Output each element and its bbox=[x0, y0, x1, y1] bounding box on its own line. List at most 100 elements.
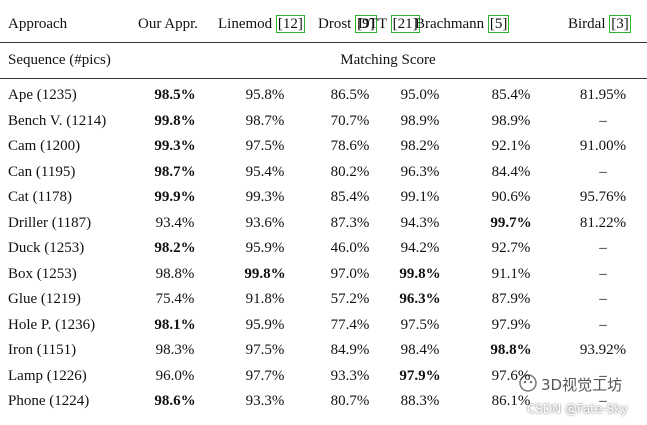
score-cell: 92.7% bbox=[491, 240, 531, 256]
score-cell: 93.4% bbox=[155, 214, 195, 231]
score-cell: – bbox=[599, 393, 607, 409]
score-cell: 99.9% bbox=[154, 189, 196, 205]
sequence-label: Can (1195) bbox=[8, 163, 76, 180]
column-name: Linemod bbox=[218, 16, 273, 32]
score-cell: – bbox=[599, 265, 607, 282]
metric-header: Matching Score bbox=[340, 52, 436, 68]
approach-header: Approach bbox=[8, 16, 68, 32]
score-cell: 91.1% bbox=[491, 265, 531, 282]
score-cell: 98.2% bbox=[400, 138, 440, 154]
sequence-label: Iron (1151) bbox=[8, 342, 77, 358]
score-cell: 81.22% bbox=[579, 214, 627, 231]
score-cell: 99.8% bbox=[154, 112, 196, 129]
sequence-label: Duck (1253) bbox=[8, 240, 85, 256]
column-name: Birdal bbox=[568, 16, 606, 32]
score-cell: 97.5% bbox=[245, 138, 285, 154]
column-name: Brachmann bbox=[415, 16, 485, 32]
sequence-label: Bench V. (1214) bbox=[8, 112, 107, 129]
score-cell: 85.4% bbox=[330, 189, 370, 205]
column-name: Drost bbox=[318, 16, 352, 32]
score-cell: 96.3% bbox=[399, 291, 441, 307]
score-cell: – bbox=[599, 112, 607, 129]
sequence-label: Ape (1235) bbox=[8, 87, 77, 103]
score-cell: 99.1% bbox=[400, 189, 440, 205]
score-cell: 80.2% bbox=[330, 163, 370, 180]
score-cell: 95.76% bbox=[579, 189, 627, 205]
score-cell: – bbox=[599, 240, 607, 256]
score-cell: 98.3% bbox=[155, 342, 195, 358]
score-cell: 97.9% bbox=[399, 367, 441, 384]
score-cell: 97.6% bbox=[491, 367, 531, 384]
score-cell: 99.8% bbox=[244, 265, 286, 282]
sequence-label: Box (1253) bbox=[8, 265, 77, 282]
score-cell: 87.3% bbox=[330, 214, 370, 231]
score-cell: 92.1% bbox=[491, 138, 531, 154]
citation: [21] bbox=[390, 15, 420, 33]
column-header: Birdal [3] bbox=[568, 15, 631, 33]
score-cell: 97.5% bbox=[400, 316, 440, 333]
score-cell: 93.3% bbox=[330, 367, 370, 384]
column-header: Our Appr. bbox=[138, 15, 198, 33]
score-cell: 77.4% bbox=[330, 316, 370, 333]
score-cell: 86.1% bbox=[491, 393, 531, 409]
score-cell: 98.5% bbox=[154, 87, 196, 103]
score-cell: 93.92% bbox=[579, 342, 627, 358]
score-cell: 95.8% bbox=[245, 87, 285, 103]
score-cell: 57.2% bbox=[330, 291, 370, 307]
column-name: Our Appr. bbox=[138, 16, 198, 32]
score-cell: 85.4% bbox=[491, 87, 531, 103]
score-cell: 99.3% bbox=[154, 138, 196, 154]
watermark-brand: 3D视觉工坊 bbox=[541, 376, 623, 394]
sequence-label: Lamp (1226) bbox=[8, 367, 87, 384]
column-header: DTT [21] bbox=[358, 15, 420, 33]
sequence-label: Phone (1224) bbox=[8, 393, 90, 409]
column-header: Drost [9] bbox=[318, 15, 377, 33]
score-cell: 99.7% bbox=[490, 214, 532, 231]
score-cell: 98.9% bbox=[400, 112, 440, 129]
sequence-label: Cam (1200) bbox=[8, 138, 81, 154]
sequence-header: Sequence (#pics) bbox=[8, 52, 111, 68]
score-cell: 98.9% bbox=[491, 112, 531, 129]
score-cell: 97.9% bbox=[491, 316, 531, 333]
sequence-label: Glue (1219) bbox=[8, 291, 81, 307]
citation: [3] bbox=[609, 15, 631, 33]
score-cell: – bbox=[599, 163, 607, 180]
score-cell: 86.5% bbox=[330, 87, 370, 103]
citation: [5] bbox=[487, 15, 510, 33]
score-cell: 98.7% bbox=[245, 112, 285, 129]
score-cell: 95.0% bbox=[400, 87, 440, 103]
score-cell: 91.8% bbox=[245, 291, 285, 307]
score-cell: 46.0% bbox=[330, 240, 370, 256]
column-header: Linemod [12] bbox=[218, 15, 305, 33]
score-cell: 98.6% bbox=[154, 393, 196, 409]
score-cell: 95.4% bbox=[245, 163, 285, 180]
sequence-label: Cat (1178) bbox=[8, 189, 73, 205]
subheader-rule bbox=[0, 78, 647, 79]
score-cell: 98.8% bbox=[155, 265, 195, 282]
score-cell: 95.9% bbox=[245, 240, 285, 256]
score-cell: 96.3% bbox=[400, 163, 440, 180]
score-cell: 84.9% bbox=[330, 342, 370, 358]
score-cell: 94.2% bbox=[400, 240, 440, 256]
score-cell: 93.6% bbox=[245, 214, 285, 231]
score-cell: – bbox=[599, 316, 607, 333]
column-header: Brachmann [5] bbox=[415, 15, 510, 33]
citation: [9] bbox=[355, 15, 377, 33]
score-cell: 99.3% bbox=[245, 189, 285, 205]
score-cell: – bbox=[599, 367, 607, 384]
watermark-credit: CSDN @Fate-Sky bbox=[527, 402, 628, 416]
sequence-label: Hole P. (1236) bbox=[8, 316, 96, 333]
score-cell: 98.2% bbox=[154, 240, 196, 256]
column-name: DTT bbox=[358, 16, 387, 32]
score-cell: 93.3% bbox=[245, 393, 285, 409]
score-cell: 70.7% bbox=[330, 112, 370, 129]
score-cell: 78.6% bbox=[330, 138, 370, 154]
score-cell: 97.5% bbox=[245, 342, 285, 358]
score-cell: 91.00% bbox=[579, 138, 627, 154]
score-cell: 87.9% bbox=[491, 291, 531, 307]
score-cell: 95.9% bbox=[245, 316, 285, 333]
score-cell: 97.0% bbox=[330, 265, 370, 282]
score-cell: 88.3% bbox=[400, 393, 440, 409]
score-cell: 98.7% bbox=[154, 163, 196, 180]
